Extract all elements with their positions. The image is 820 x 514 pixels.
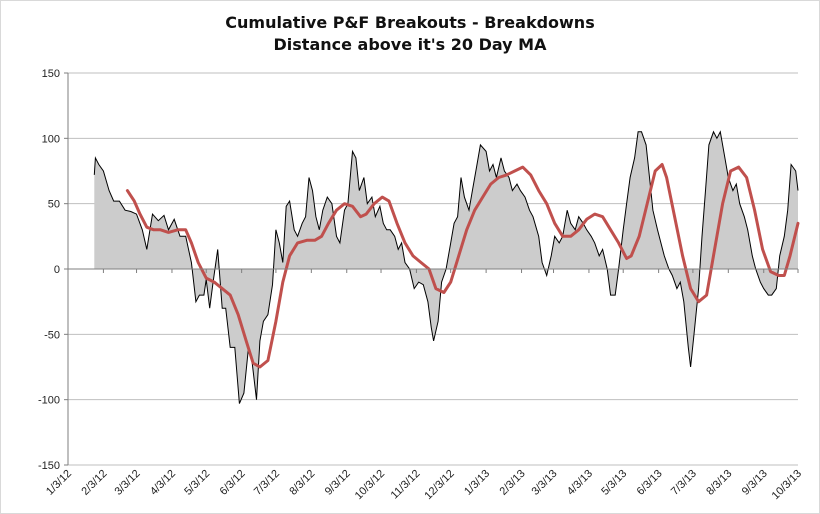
y-tick-label: -100 <box>38 395 60 407</box>
x-tick-label: 8/3/12 <box>287 468 317 498</box>
x-tick-label: 5/3/13 <box>599 468 629 498</box>
x-tick-label: 4/3/13 <box>565 468 595 498</box>
x-tick-label: 2/3/12 <box>79 468 109 498</box>
x-tick-label: 3/3/13 <box>530 468 560 498</box>
area-fill-series-1 <box>94 131 799 404</box>
x-tick-label: 6/3/12 <box>218 468 248 498</box>
x-tick-label: 7/3/13 <box>669 468 699 498</box>
y-tick-label: 50 <box>48 199 60 211</box>
x-tick-label: 3/3/12 <box>113 468 143 498</box>
x-tick-label: 6/3/13 <box>635 468 665 498</box>
y-tick-label: 0 <box>54 264 60 276</box>
axes <box>67 73 798 465</box>
y-tick-label: 150 <box>42 68 60 80</box>
line-series-2 <box>125 163 800 369</box>
area-line-series-1 <box>93 130 799 404</box>
x-tick-label: 8/3/13 <box>704 468 734 498</box>
series-group <box>93 130 800 404</box>
x-tick-label: 1/3/13 <box>462 468 492 498</box>
x-tick-label: 12/3/12 <box>422 468 456 502</box>
x-tick-label: 10/3/12 <box>353 468 387 502</box>
x-tick-label: 2/3/13 <box>498 468 528 498</box>
x-tick-label: 11/3/12 <box>389 468 423 502</box>
y-tick-label: -50 <box>44 329 60 341</box>
chart-title: Cumulative P&F Breakouts - Breakdowns <box>225 13 595 32</box>
x-tick-label: 5/3/12 <box>182 468 212 498</box>
chart-subtitle: Distance above it's 20 Day MA <box>273 35 547 54</box>
x-tick-label: 9/3/13 <box>740 468 770 498</box>
x-tick-label: 1/3/12 <box>44 468 74 498</box>
y-tick-label: 100 <box>42 133 60 145</box>
x-tick-label: 9/3/12 <box>323 468 353 498</box>
y-tick-label: -150 <box>38 460 60 472</box>
x-tick-label: 7/3/12 <box>252 468 282 498</box>
x-tick-label: 10/3/13 <box>770 468 804 502</box>
y-axis-ticks: 150 100 50 0 -50 -100 -150 <box>38 68 68 472</box>
x-tick-label: 4/3/12 <box>148 468 178 498</box>
